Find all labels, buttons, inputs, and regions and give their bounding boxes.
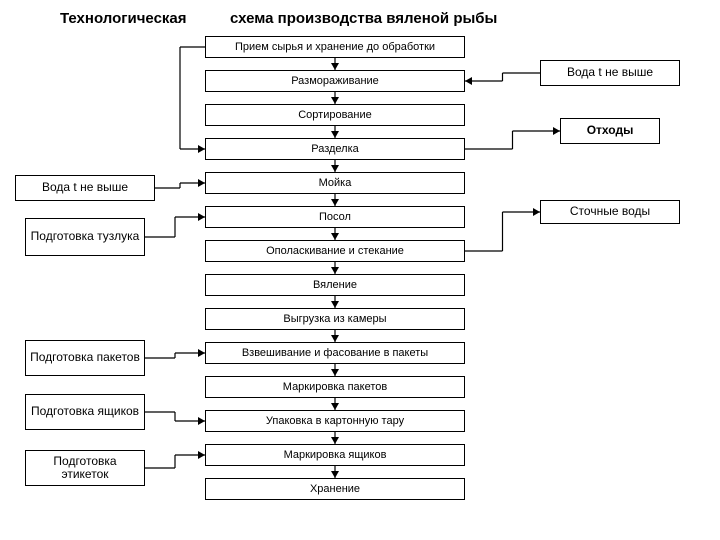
side-water2: Вода t не выше <box>15 175 155 201</box>
main-step-11: Упаковка в картонную тару <box>205 410 465 432</box>
side-waste: Отходы <box>560 118 660 144</box>
main-step-9: Взвешивание и фасование в пакеты <box>205 342 465 364</box>
flowchart-canvas: Технологическая схема производства вялен… <box>0 0 720 540</box>
main-step-1: Размораживание <box>205 70 465 92</box>
side-water1: Вода t не выше <box>540 60 680 86</box>
main-step-3: Разделка <box>205 138 465 160</box>
main-step-6: Ополаскивание и стекание <box>205 240 465 262</box>
title-part1: Технологическая <box>60 10 187 27</box>
main-step-8: Выгрузка из камеры <box>205 308 465 330</box>
side-brine: Подготовка тузлука <box>25 218 145 256</box>
main-step-7: Вяление <box>205 274 465 296</box>
main-step-0: Прием сырья и хранение до обработки <box>205 36 465 58</box>
main-step-10: Маркировка пакетов <box>205 376 465 398</box>
side-sewage: Сточные воды <box>540 200 680 224</box>
side-boxes: Подготовка ящиков <box>25 394 145 430</box>
main-step-5: Посол <box>205 206 465 228</box>
side-labels: Подготовка этикеток <box>25 450 145 486</box>
main-step-2: Сортирование <box>205 104 465 126</box>
main-step-13: Хранение <box>205 478 465 500</box>
title-part2: схема производства вяленой рыбы <box>230 10 497 27</box>
main-step-4: Мойка <box>205 172 465 194</box>
main-step-12: Маркировка ящиков <box>205 444 465 466</box>
side-bags: Подготовка пакетов <box>25 340 145 376</box>
